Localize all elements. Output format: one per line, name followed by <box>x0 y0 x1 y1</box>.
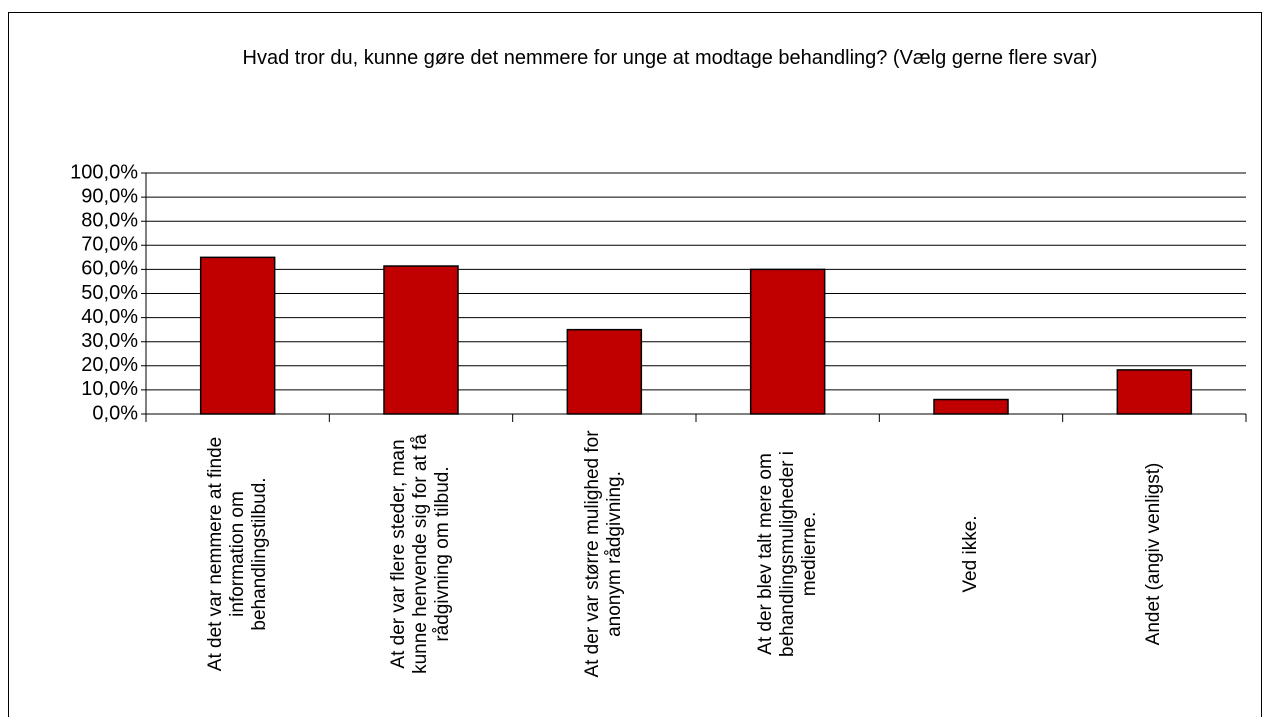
y-tick-label: 20,0% <box>81 354 138 376</box>
y-tick-label: 100,0% <box>70 161 138 183</box>
y-tick-label: 90,0% <box>81 185 138 207</box>
bar <box>749 268 826 415</box>
bar <box>199 256 276 415</box>
y-tick-label: 30,0% <box>81 330 138 352</box>
x-tick-label: At det var nemmere at finde information … <box>204 436 270 672</box>
chart-title: Hvad tror du, kunne gøre det nemmere for… <box>242 47 1098 69</box>
x-tick-label: At der var større mulighed for anonym rå… <box>582 430 626 678</box>
y-tick-label: 60,0% <box>81 258 138 280</box>
bar <box>383 265 459 415</box>
y-tick-label: 50,0% <box>81 282 138 304</box>
bar <box>566 328 643 415</box>
x-tick-label: At der blev talt mere om behandlingsmuli… <box>754 451 820 657</box>
x-tick-label: At der var flere steder, man kunne henve… <box>388 434 453 674</box>
y-tick-label: 80,0% <box>81 209 138 231</box>
y-tick-label: 40,0% <box>81 306 138 328</box>
y-tick-label: 10,0% <box>81 378 138 400</box>
y-tick-label: 0,0% <box>92 402 138 424</box>
x-tick-label: Ved ikke. <box>960 515 981 593</box>
x-tick-label: Andet (angiv venligst) <box>1143 462 1165 646</box>
y-tick-label: 70,0% <box>81 234 138 256</box>
bar <box>933 398 1009 415</box>
bar <box>1116 369 1193 415</box>
